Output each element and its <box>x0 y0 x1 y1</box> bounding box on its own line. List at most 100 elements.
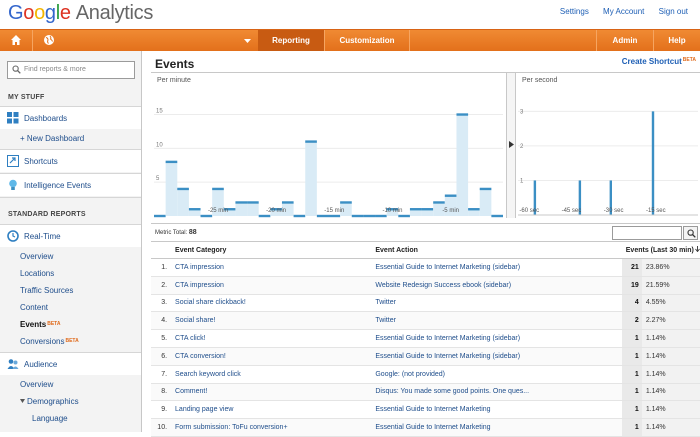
my-account-link[interactable]: My Account <box>603 7 645 16</box>
tab-help[interactable]: Help <box>668 36 686 45</box>
sidebar-item-realtime[interactable]: Real-Time <box>0 224 141 247</box>
event-action-link[interactable]: Essential Guide to Internet Marketing (s… <box>371 347 622 366</box>
event-count: 1 <box>621 329 642 348</box>
table-row: 1. CTA impression Essential Guide to Inter… <box>151 258 700 277</box>
sidebar-item-intelligence[interactable]: Intelligence Events <box>0 173 141 196</box>
tab-admin[interactable]: Admin <box>612 36 638 45</box>
report-search-input[interactable]: Find reports & more <box>7 61 135 79</box>
event-count: 2 <box>621 311 642 331</box>
google-analytics-logo[interactable]: Google Analytics <box>8 2 154 24</box>
sidebar-item-label: Intelligence Events <box>24 181 92 190</box>
minute-bar-fill <box>235 202 248 216</box>
event-percent: 1.14% <box>641 418 700 437</box>
tab-reporting[interactable]: Reporting <box>258 30 324 51</box>
main-nav-bar: Reporting Customization Admin Help <box>0 29 700 51</box>
x-tick-label: -15 sec <box>646 208 666 214</box>
table-filter-button[interactable] <box>683 226 698 240</box>
sidebar-item-audience[interactable]: Audience <box>0 352 141 375</box>
report-content: Events Create ShortcutBETA 15 10 5 -25 min -… <box>143 51 700 437</box>
x-tick-label: -30 sec <box>604 208 624 214</box>
event-category-link[interactable]: Landing page view <box>171 400 372 420</box>
event-category-link[interactable]: CTA click! <box>171 329 372 348</box>
event-category-link[interactable]: CTA impression <box>171 276 372 295</box>
expand-down-icon <box>20 399 25 403</box>
metric-total-bar: Metric Total: 88 <box>151 223 700 241</box>
sidebar-item-aud-overview[interactable]: Overview <box>20 380 54 389</box>
event-action-header[interactable]: Event Action <box>371 241 622 259</box>
event-category-link[interactable]: Social share clickback! <box>171 294 372 313</box>
event-percent: 1.14% <box>641 347 700 366</box>
per-minute-label: Per minute <box>157 77 191 84</box>
search-placeholder: Find reports & more <box>24 66 86 73</box>
event-action-link[interactable]: Essential Guide to Internet Marketing <box>371 418 622 437</box>
new-dashboard-link[interactable]: + New Dashboard <box>20 134 85 143</box>
my-stuff-heading: MY STUFF <box>8 94 45 101</box>
x-tick-label: -15 min <box>324 208 344 214</box>
table-row: 7. Search keyword click Google: (not provi… <box>151 365 700 384</box>
settings-link[interactable]: Settings <box>559 7 589 16</box>
table-row: 10. Form submission: ToFu conversion+ Esse… <box>151 418 700 437</box>
chart-splitter[interactable] <box>506 73 516 218</box>
account-globe-button[interactable] <box>33 30 65 51</box>
event-action-link[interactable]: Essential Guide to Internet Marketing (s… <box>371 258 622 277</box>
people-icon <box>7 359 19 369</box>
event-percent: 4.55% <box>641 294 700 313</box>
event-category-link[interactable]: CTA conversion! <box>171 347 372 366</box>
metric-total-label: Metric Total: <box>155 230 188 236</box>
sidebar-item-rt-overview[interactable]: Overview <box>20 252 54 261</box>
event-category-link[interactable]: Social share! <box>171 311 372 331</box>
app-header: Google Analytics Settings My Account Sign… <box>0 0 700 29</box>
event-action-link[interactable]: Google: (not provided) <box>371 365 622 384</box>
globe-icon <box>44 35 54 45</box>
row-index: 9. <box>151 400 172 420</box>
sidebar-item-rt-locations[interactable]: Locations <box>20 269 55 278</box>
page-title: Events <box>155 57 195 71</box>
sidebar-item-rt-conversions[interactable]: ConversionsBETA <box>0 333 141 350</box>
sidebar-item-aud-language[interactable]: Language <box>32 414 68 423</box>
account-dropdown-toggle[interactable] <box>238 30 258 51</box>
event-action-link[interactable]: Disqus: You made some good points. One q… <box>371 383 622 402</box>
home-icon <box>11 35 21 45</box>
x-tick-label: -60 sec <box>519 208 539 214</box>
beta-badge: BETA <box>682 57 696 63</box>
event-percent: 1.14% <box>641 329 700 348</box>
event-count: 1 <box>621 400 642 420</box>
event-count: 19 <box>621 276 642 295</box>
table-filter-input[interactable] <box>612 226 682 240</box>
sidebar-item-rt-content[interactable]: Content <box>20 303 49 312</box>
minute-bar-fill <box>223 209 236 216</box>
table-row: 8. Comment! Disqus: You made some good poi… <box>151 383 700 402</box>
event-action-link[interactable]: Twitter <box>371 294 622 313</box>
minute-bar-fill <box>409 209 422 216</box>
create-shortcut-label: Create Shortcut <box>621 57 682 66</box>
event-category-link[interactable]: Comment! <box>171 383 372 402</box>
create-shortcut-link[interactable]: Create ShortcutBETA <box>622 57 696 66</box>
event-category-link[interactable]: CTA impression <box>171 258 372 277</box>
event-category-link[interactable]: Search keyword click <box>171 365 372 384</box>
minute-bar-fill <box>281 202 294 216</box>
sidebar-item-dashboards[interactable]: Dashboards <box>0 106 141 129</box>
event-action-link[interactable]: Website Redesign Success ebook (sidebar) <box>371 276 622 295</box>
row-index: 1. <box>151 258 172 277</box>
standard-reports-heading: STANDARD REPORTS <box>8 211 86 218</box>
table-row: 5. CTA click! Essential Guide to Internet … <box>151 329 700 348</box>
minute-bar-fill <box>444 195 457 216</box>
x-tick-label: -45 sec <box>562 208 582 214</box>
event-action-link[interactable]: Twitter <box>371 311 622 331</box>
table-row: 4. Social share! Twitter 2 2.27% <box>151 311 700 331</box>
event-category-link[interactable]: Form submission: ToFu conversion+ <box>171 418 372 437</box>
events-count-header[interactable]: Events (Last 30 min) <box>621 241 700 259</box>
sign-out-link[interactable]: Sign out <box>658 7 688 16</box>
event-action-link[interactable]: Essential Guide to Internet Marketing (s… <box>371 329 622 348</box>
sidebar-item-rt-events[interactable]: EventsBETA <box>0 316 141 333</box>
y-tick-label: 15 <box>156 109 163 115</box>
sidebar-item-aud-demographics[interactable]: Demographics <box>0 393 141 410</box>
event-category-header[interactable]: Event Category <box>171 241 372 259</box>
per-second-chart-panel: 3 2 1 -60 sec -45 sec -30 sec -15 sec Per seco… <box>516 73 700 218</box>
sidebar-item-shortcuts[interactable]: Shortcuts <box>0 149 141 172</box>
sidebar-item-rt-traffic-sources[interactable]: Traffic Sources <box>20 286 74 295</box>
home-button[interactable] <box>0 30 32 51</box>
event-action-link[interactable]: Essential Guide to Internet Marketing <box>371 400 622 420</box>
minute-bar-fill <box>305 141 317 216</box>
tab-customization[interactable]: Customization <box>339 36 395 45</box>
